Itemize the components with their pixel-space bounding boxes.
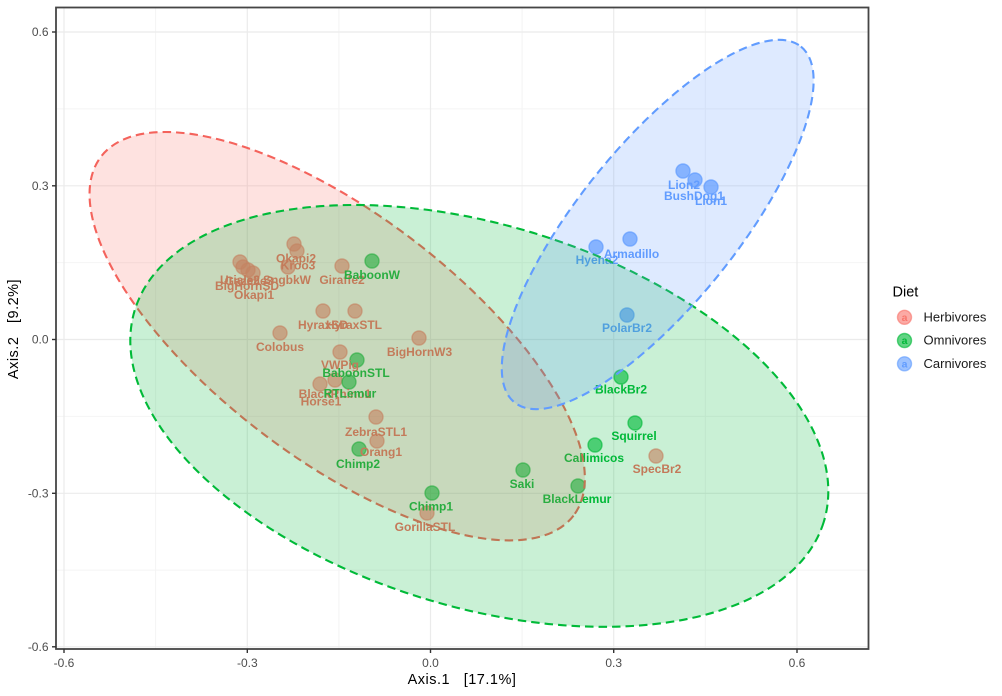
svg-text:Callimicos: Callimicos [564, 451, 624, 465]
svg-text:a: a [902, 335, 908, 347]
svg-text:BaboonSTL: BaboonSTL [322, 366, 389, 380]
svg-text:HyraxSD: HyraxSD [298, 318, 348, 332]
svg-text:Squirrel: Squirrel [611, 429, 656, 443]
svg-text:Kroo3: Kroo3 [281, 259, 316, 273]
svg-text:-0.6: -0.6 [28, 640, 49, 654]
svg-text:Saki: Saki [510, 477, 535, 491]
svg-text:Orang1: Orang1 [360, 445, 402, 459]
svg-text:BushDog1: BushDog1 [664, 189, 724, 203]
svg-text:-0.3: -0.3 [237, 656, 258, 670]
svg-text:Diet: Diet [893, 285, 919, 301]
svg-text:-0.6: -0.6 [54, 656, 75, 670]
svg-text:0.0: 0.0 [422, 656, 439, 670]
svg-text:Uriale2: Uriale2 [220, 273, 260, 287]
svg-text:Axis.2 [9.2%]: Axis.2 [9.2%] [6, 279, 22, 379]
svg-text:BlackBr2: BlackBr2 [595, 383, 647, 397]
svg-text:RTLemur: RTLemur [324, 387, 377, 401]
svg-text:Gazelle3: Gazelle3 [225, 274, 274, 288]
svg-text:ZebraSTL1: ZebraSTL1 [345, 425, 407, 439]
svg-text:Chimp1: Chimp1 [409, 500, 453, 514]
svg-text:Armadillo: Armadillo [604, 247, 659, 261]
svg-text:Giraffe2: Giraffe2 [319, 273, 365, 287]
svg-text:Axis.1 [17.1%]: Axis.1 [17.1%] [408, 672, 517, 688]
svg-text:-0.3: -0.3 [28, 486, 49, 500]
svg-text:a: a [902, 359, 908, 371]
svg-text:Horse1: Horse1 [301, 395, 342, 409]
svg-text:VWPig: VWPig [321, 358, 359, 372]
svg-text:BigHornW3: BigHornW3 [387, 345, 453, 359]
svg-text:SngbkW: SngbkW [263, 273, 312, 287]
svg-text:Carnivores: Carnivores [924, 356, 987, 371]
svg-text:Omnivores: Omnivores [924, 333, 987, 348]
svg-text:0.6: 0.6 [789, 656, 806, 670]
svg-text:BaboonW: BaboonW [344, 268, 401, 282]
svg-text:0.3: 0.3 [32, 179, 49, 193]
svg-text:Colobus: Colobus [256, 340, 304, 354]
svg-text:Okapi2: Okapi2 [276, 252, 316, 266]
svg-text:BlackLemur: BlackLemur [543, 492, 612, 506]
svg-text:0.3: 0.3 [605, 656, 622, 670]
svg-text:Hyena2: Hyena2 [576, 253, 619, 267]
svg-text:HyraxSTL: HyraxSTL [326, 318, 382, 332]
svg-text:0.0: 0.0 [32, 333, 49, 347]
svg-text:Okapi1: Okapi1 [234, 288, 274, 302]
svg-text:Lion1: Lion1 [695, 194, 727, 208]
svg-text:a: a [902, 312, 908, 324]
svg-text:Lion2: Lion2 [668, 178, 700, 192]
svg-text:SpecBr2: SpecBr2 [633, 462, 682, 476]
svg-text:PolarBr2: PolarBr2 [602, 321, 652, 335]
svg-text:BigHornSD: BigHornSD [215, 279, 279, 293]
svg-text:Herbivores: Herbivores [924, 310, 987, 325]
svg-text:Chimp2: Chimp2 [336, 457, 380, 471]
svg-text:0.6: 0.6 [32, 25, 49, 39]
svg-text:BlackRhino1: BlackRhino1 [299, 387, 372, 401]
svg-text:GorillaSTL: GorillaSTL [395, 520, 456, 534]
